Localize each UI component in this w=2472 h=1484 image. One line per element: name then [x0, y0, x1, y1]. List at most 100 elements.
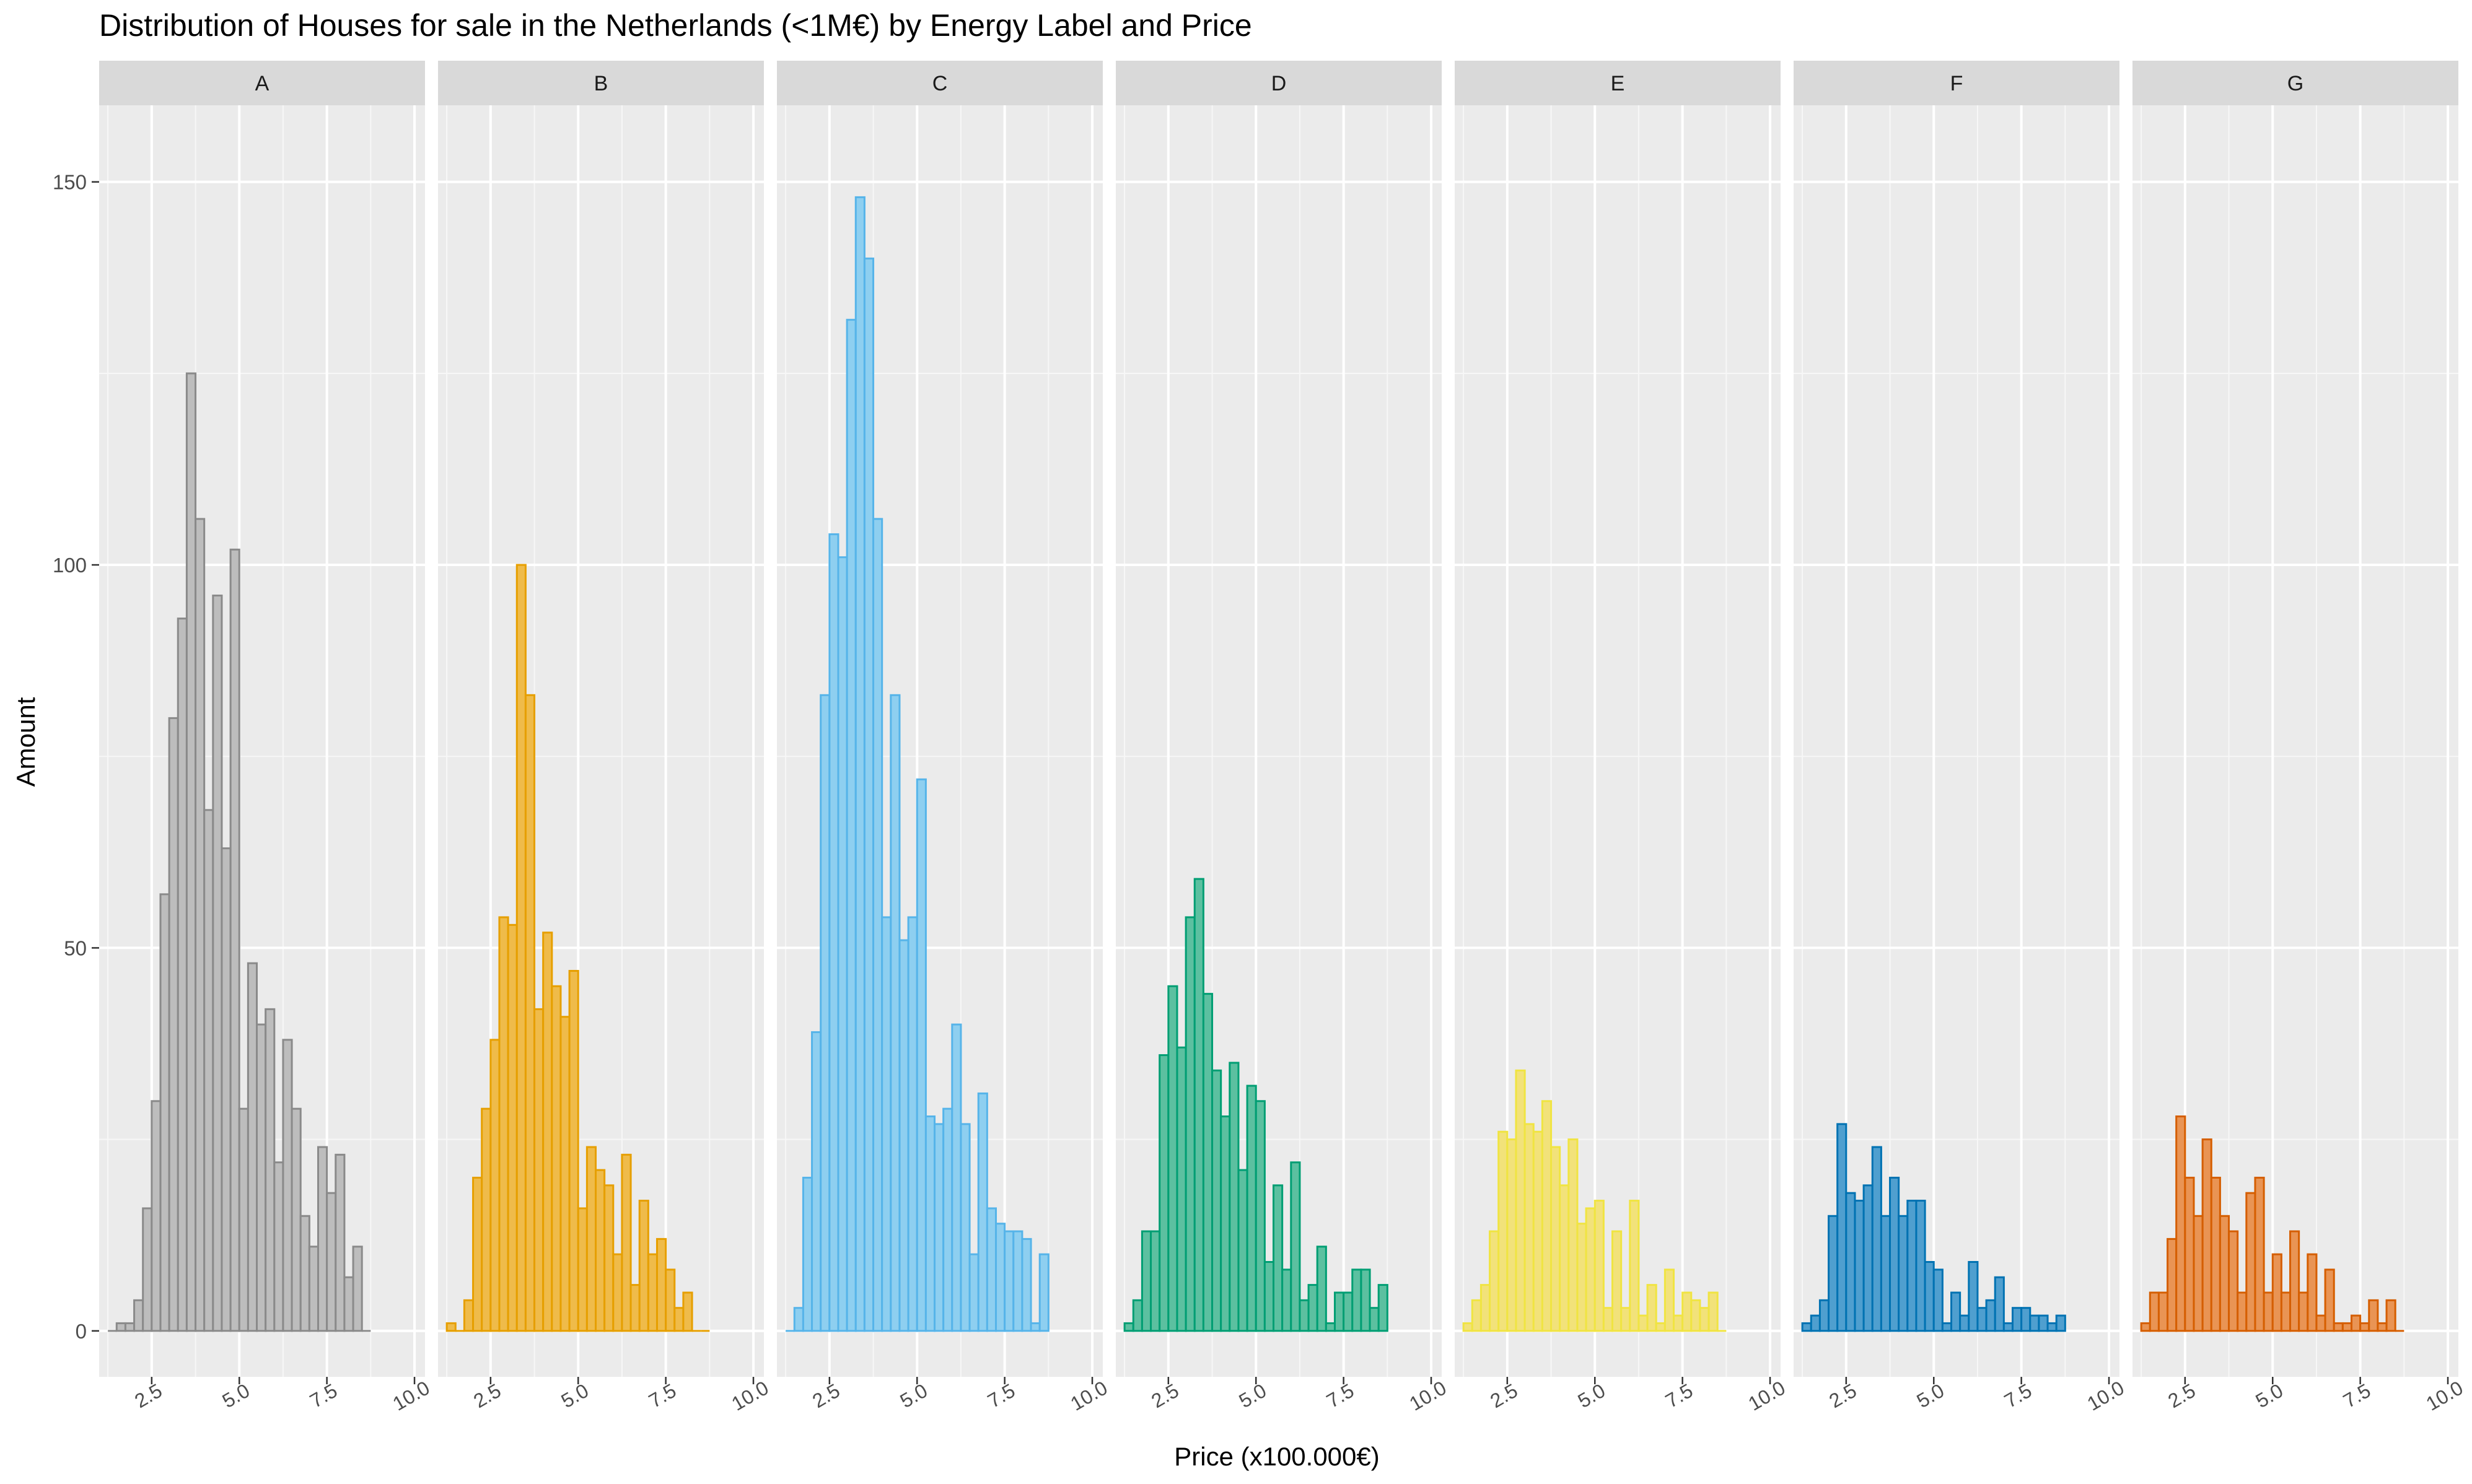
histogram-bar	[621, 1153, 632, 1332]
histogram-bar	[507, 923, 518, 1332]
histogram-bar	[1185, 916, 1196, 1332]
facet-strip	[1116, 61, 1442, 105]
histogram-bar	[1004, 1230, 1015, 1332]
histogram-bar	[629, 1284, 641, 1332]
histogram-bar	[2046, 1322, 2058, 1332]
histogram-bar	[335, 1153, 346, 1332]
histogram-bar	[1862, 1184, 1874, 1332]
x-tick-label: 2.5	[1147, 1379, 1183, 1412]
facet-strip	[1794, 61, 2119, 105]
histogram-bar	[1523, 1123, 1535, 1332]
histogram-bar	[1602, 1307, 1614, 1332]
facet-strip-label: C	[932, 72, 948, 95]
histogram-bar	[1655, 1322, 1666, 1332]
facet-panel-d: D 2.5 5.0 7.5 10.0	[1116, 61, 1450, 1415]
histogram-bar	[1629, 1200, 1640, 1332]
x-tick-label: 5.0	[2251, 1379, 2287, 1412]
x-tick-label: 2.5	[2164, 1379, 2199, 1412]
histogram-bar	[159, 893, 170, 1332]
chart-title: Distribution of Houses for sale in the N…	[99, 8, 1252, 43]
facet-panel-b: B 2.5 5.0 7.5 10.0	[438, 61, 773, 1415]
histogram-bar	[2029, 1314, 2040, 1332]
facet-strip	[438, 61, 764, 105]
histogram-bar	[951, 1023, 962, 1332]
histogram-bar	[1246, 1085, 1257, 1332]
histogram-bar	[489, 1039, 501, 1332]
histogram-bar	[1924, 1260, 1935, 1332]
histogram-bar	[1150, 1230, 1161, 1332]
histogram-bar	[1620, 1307, 1631, 1332]
histogram-bar	[2280, 1291, 2292, 1332]
histogram-bar	[1611, 1230, 1623, 1332]
histogram-bar	[2254, 1176, 2265, 1332]
histogram-bar	[2307, 1253, 2318, 1332]
histogram-bar	[1871, 1146, 1882, 1332]
histogram-bar	[890, 694, 901, 1332]
histogram-bar	[212, 595, 223, 1332]
histogram-bar	[1707, 1291, 1719, 1332]
histogram-bar	[1941, 1322, 1953, 1332]
histogram-bar	[924, 1115, 936, 1332]
histogram-bar	[273, 1161, 284, 1332]
histogram-bar	[568, 970, 579, 1332]
histogram-bar	[195, 518, 206, 1332]
facet-panel-f: F 2.5 5.0 7.5 10.0	[1794, 61, 2128, 1415]
histogram-bar	[2237, 1291, 2248, 1332]
histogram-bar	[2368, 1299, 2379, 1332]
histogram-bar	[282, 1039, 293, 1332]
histogram-bar	[1915, 1200, 1926, 1332]
histogram-bar	[1307, 1284, 1318, 1332]
histogram-bar	[2324, 1268, 2335, 1332]
histogram-bar	[1828, 1215, 1839, 1332]
histogram-bar	[916, 778, 927, 1332]
histogram-bar	[559, 1016, 571, 1332]
histogram-bar	[2167, 1237, 2178, 1332]
facet-strip	[777, 61, 1103, 105]
histogram-bar	[326, 1192, 337, 1332]
histogram-bar	[2289, 1230, 2300, 1332]
histogram-bar	[942, 1107, 953, 1332]
histogram-bar	[2002, 1322, 2014, 1332]
histogram-bar	[647, 1253, 658, 1332]
histogram-bar	[846, 318, 857, 1332]
histogram-bar	[1845, 1192, 1856, 1332]
histogram-bar	[793, 1307, 804, 1332]
histogram-bar	[1360, 1268, 1371, 1332]
histogram-bar	[343, 1276, 354, 1332]
histogram-bar	[1369, 1307, 1380, 1332]
facet-strip-label: E	[1611, 72, 1625, 95]
y-tick-label: 150	[53, 171, 87, 194]
histogram-bar	[960, 1123, 971, 1332]
y-tick-label: 0	[76, 1320, 87, 1343]
histogram-bar	[907, 916, 918, 1332]
histogram-bar	[2011, 1307, 2023, 1332]
histogram-bar	[151, 1100, 162, 1332]
histogram-bar	[1237, 1169, 1248, 1332]
histogram-bar	[1377, 1284, 1388, 1332]
histogram-bar	[1333, 1291, 1345, 1332]
histogram-bar	[1273, 1184, 1284, 1332]
histogram-bar	[1141, 1230, 1152, 1332]
histogram-bar	[2175, 1115, 2186, 1332]
histogram-bar	[1593, 1200, 1605, 1332]
histogram-bar	[2219, 1215, 2230, 1332]
x-tick-label: 10.0	[1067, 1376, 1111, 1415]
histogram-bar	[221, 847, 232, 1332]
facet-strip	[1455, 61, 1781, 105]
histogram-bar	[1976, 1307, 1988, 1332]
histogram-bar	[1471, 1299, 1482, 1332]
histogram-bar	[820, 694, 831, 1332]
histogram-bar	[2245, 1192, 2256, 1332]
facet-strip-label: A	[255, 72, 270, 95]
histogram-bar	[585, 1146, 597, 1332]
x-tick-label: 2.5	[1825, 1379, 1861, 1412]
histogram-bar	[1299, 1299, 1310, 1332]
histogram-bar	[1229, 1062, 1240, 1332]
facet-panel-c: C 2.5 5.0 7.5 10.0	[777, 61, 1111, 1415]
histogram-bar	[133, 1299, 144, 1332]
x-tick-label: 2.5	[470, 1379, 505, 1412]
histogram-bar	[994, 1223, 1006, 1332]
histogram-bar	[229, 548, 240, 1332]
histogram-bar	[2228, 1230, 2239, 1332]
histogram-bar	[1576, 1223, 1587, 1332]
